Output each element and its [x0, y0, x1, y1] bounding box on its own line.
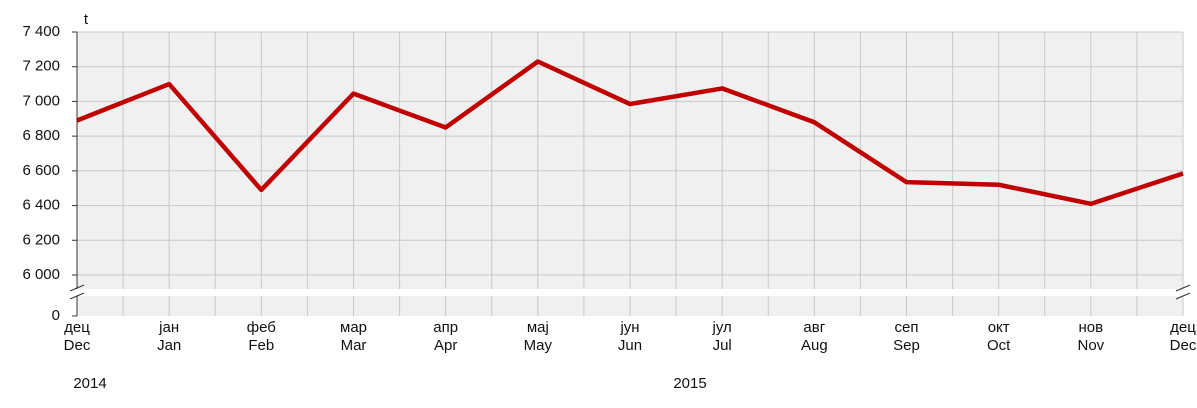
x-tick-label: Oct: [987, 337, 1011, 354]
x-tick-label: јун: [619, 319, 639, 336]
y-tick-label: 6 400: [22, 197, 60, 214]
x-tick-label: окт: [988, 319, 1010, 336]
y-tick-label: 6 200: [22, 231, 60, 248]
x-tick-label: Dec: [64, 337, 91, 354]
x-tick-label: сеп: [895, 319, 919, 336]
break-mark: [1175, 292, 1191, 300]
line-series: [76, 59, 1184, 207]
x-tick-label: дец: [64, 319, 90, 336]
x-tick-label: јан: [158, 319, 179, 336]
x-tick-label: нов: [1079, 319, 1104, 336]
y-axis-label: t: [84, 11, 89, 28]
y-tick-label: 6 600: [22, 162, 60, 179]
x-tick-label: Jul: [713, 337, 732, 354]
x-tick-label: феб: [247, 319, 276, 336]
y-tick-label: 6 000: [22, 266, 60, 283]
y-tick-label: 6 800: [22, 127, 60, 144]
x-tick-label: авг: [803, 319, 825, 336]
break-mark: [1175, 284, 1191, 292]
y-tick-label: 7 200: [22, 58, 60, 75]
year-label: 2014: [73, 375, 106, 392]
x-tick-label: May: [524, 337, 553, 354]
x-tick-label: апр: [433, 319, 458, 336]
x-tick-label: Dec: [1170, 337, 1197, 354]
x-tick-label: Feb: [248, 337, 274, 354]
x-tick-label: јул: [712, 319, 732, 336]
x-tick-label: Jan: [157, 337, 181, 354]
y-tick-label: 7 000: [22, 92, 60, 109]
y-tick-label: 7 400: [22, 23, 60, 40]
axis-break: [67, 289, 1193, 296]
x-tick-label: Mar: [341, 337, 367, 354]
x-tick-label: мај: [527, 319, 549, 336]
year-label: 2015: [673, 375, 706, 392]
x-tick-label: Sep: [893, 337, 920, 354]
x-tick-label: Apr: [434, 337, 457, 354]
x-tick-label: мар: [340, 319, 367, 336]
x-tick-label: Jun: [618, 337, 642, 354]
x-tick-label: Aug: [801, 337, 828, 354]
x-tick-label: дец: [1170, 319, 1196, 336]
x-tick-label: Nov: [1077, 337, 1104, 354]
y-tick-label: 0: [52, 307, 60, 324]
